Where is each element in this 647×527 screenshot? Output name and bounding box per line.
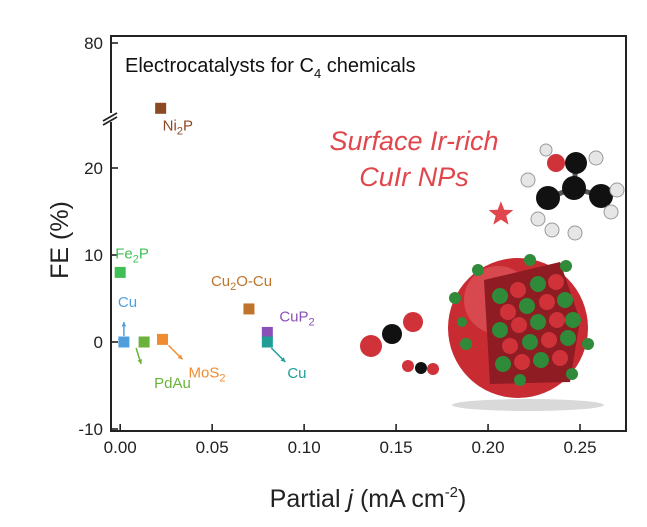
y-tick-label: 10 [84,246,103,265]
highlight-label-line1: Surface Ir-rich [329,126,498,156]
co-molecules-illustration [360,312,439,375]
x-tick-label: 0.10 [288,438,321,457]
data-point-label: MoS2 [189,364,226,384]
x-tick-label: 0.05 [196,438,229,457]
y-axis-title: FE (%) [46,201,74,279]
data-point-label: Cu [118,294,137,311]
data-point-marker [155,102,167,114]
data-point-marker [138,336,150,348]
data-point-label: Ni2P [163,117,193,137]
highlight-label-line2: CuIr NPs [359,162,469,192]
x-tick-label: 0.00 [104,438,137,457]
label-arrowhead [280,357,286,362]
data-point-label: Fe2P [115,245,149,265]
nanoparticle-illustration [448,254,604,411]
x-tick-label: 0.15 [380,438,413,457]
x-tick-label: 0.25 [563,438,596,457]
data-point-marker [157,333,168,345]
chart-title: Electrocatalysts for C4 chemicals [125,55,416,81]
data-point-label: Cu [287,365,306,382]
highlight-star-marker [488,201,514,225]
x-tick-label: 0.20 [472,438,505,457]
label-arrowhead [137,359,143,364]
alcohol-molecule-illustration [520,143,625,241]
y-tick-label: -10 [78,420,103,439]
data-point-label: CuP2 [279,308,314,328]
y-tick-label: 20 [84,159,103,178]
y-tick-label: 80 [84,34,103,53]
y-axis-break [102,112,119,126]
data-point-marker [261,326,273,338]
label-arrowhead [177,354,183,360]
plot-frame [110,35,627,432]
label-arrowhead [121,322,127,327]
x-axis-title: Partial j (mA cm-2) [270,484,467,513]
data-point-marker [261,336,273,348]
data-point-label: Cu2O-Cu [211,273,272,293]
y-tick-label: 0 [94,333,103,352]
data-point-marker [118,336,130,348]
data-point-label: PdAu [154,375,191,392]
data-point-marker [243,303,255,315]
data-point-marker [114,266,126,278]
